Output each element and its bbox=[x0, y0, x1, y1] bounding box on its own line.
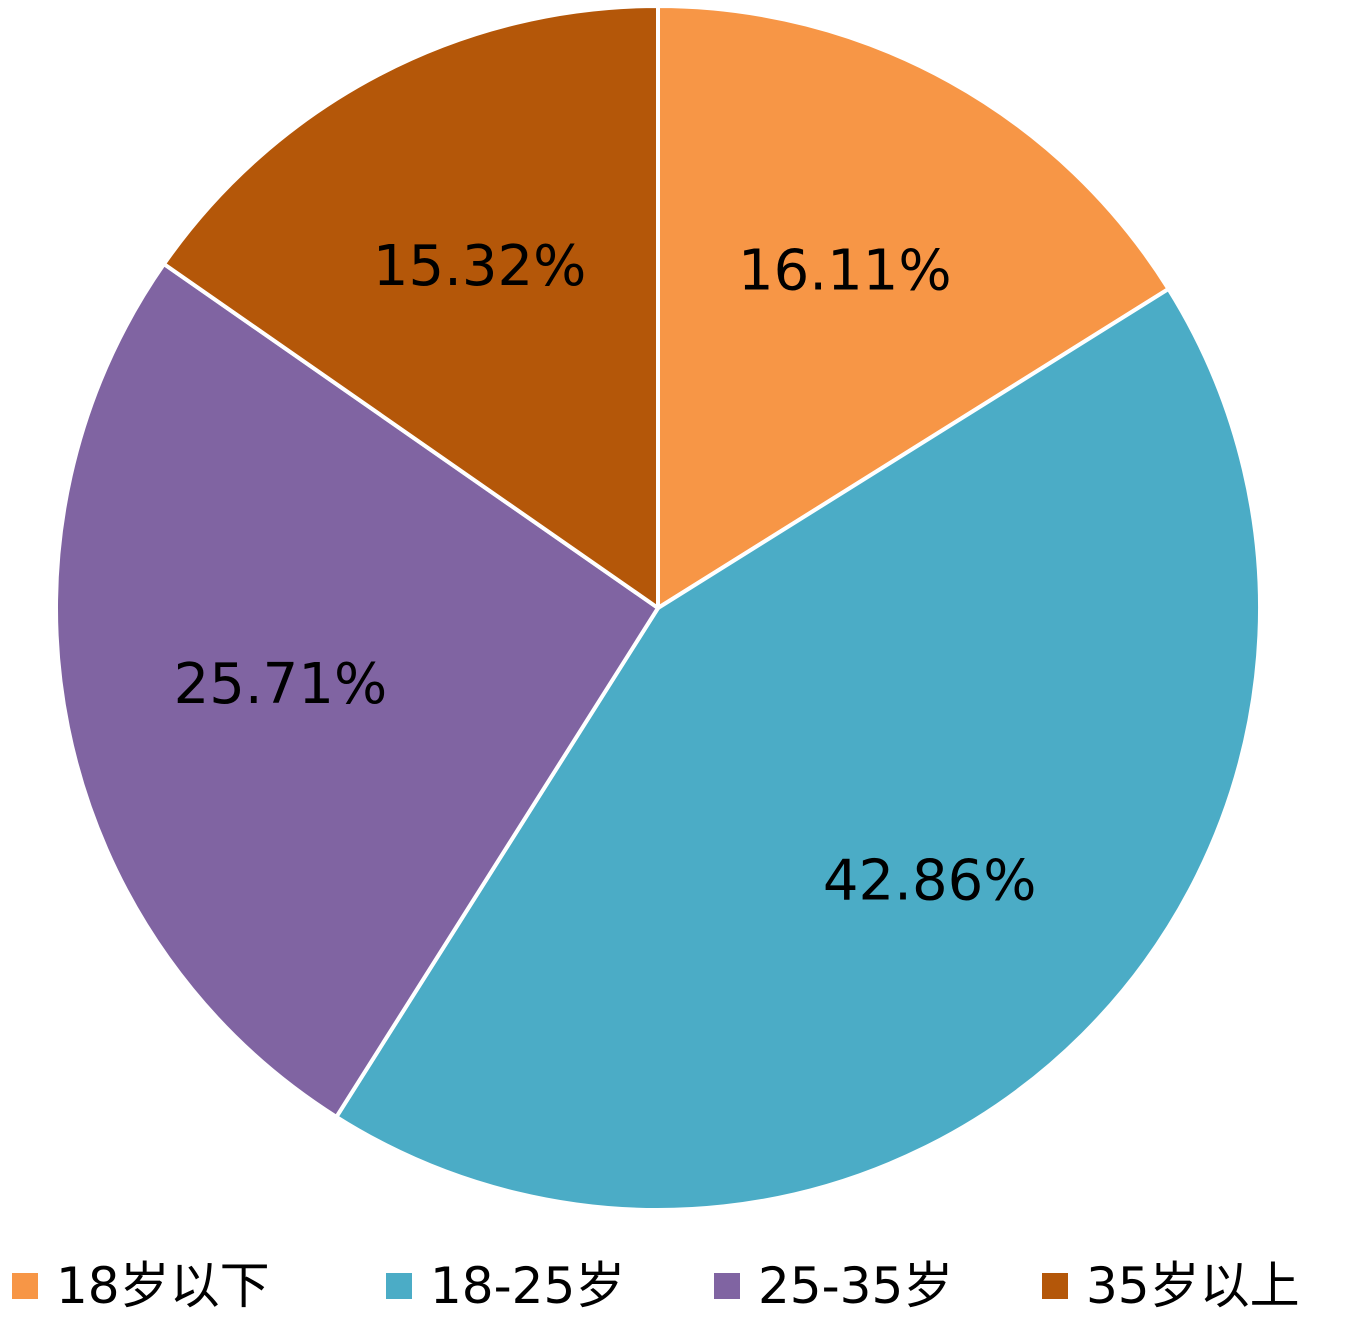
pie-slices bbox=[54, 4, 1262, 1212]
pie-slice-under-18 bbox=[656, 4, 1171, 610]
legend-swatch-25-35 bbox=[714, 1273, 740, 1299]
pie-slice-over-35 bbox=[161, 4, 660, 610]
data-label-25-35: 25.71% bbox=[174, 652, 388, 717]
legend-swatch-over-35 bbox=[1042, 1273, 1068, 1299]
legend-item-over-35: 35岁以上 bbox=[1042, 1252, 1300, 1320]
legend-label-under-18: 18岁以下 bbox=[56, 1257, 270, 1315]
legend-swatch-18-25 bbox=[386, 1273, 412, 1299]
data-label-over-35: 15.32% bbox=[373, 234, 587, 299]
legend: 18岁以下 18-25岁 25-35岁 35岁以上 bbox=[0, 1252, 1354, 1320]
legend-item-under-18: 18岁以下 bbox=[12, 1252, 270, 1320]
legend-label-over-35: 35岁以上 bbox=[1086, 1257, 1300, 1315]
legend-label-18-25: 18-25岁 bbox=[430, 1257, 626, 1315]
data-label-under-18: 16.11% bbox=[738, 239, 952, 304]
pie-slice-25-35 bbox=[54, 262, 660, 1119]
pie-data-labels: 16.11% 42.86% 25.71% 15.32% bbox=[174, 234, 1037, 914]
legend-item-25-35: 25-35岁 bbox=[714, 1252, 953, 1320]
legend-item-18-25: 18-25岁 bbox=[386, 1252, 625, 1320]
pie-slice-18-25 bbox=[334, 286, 1262, 1212]
legend-swatch-under-18 bbox=[12, 1273, 38, 1299]
data-label-18-25: 42.86% bbox=[823, 849, 1037, 914]
legend-label-25-35: 25-35岁 bbox=[758, 1257, 954, 1315]
